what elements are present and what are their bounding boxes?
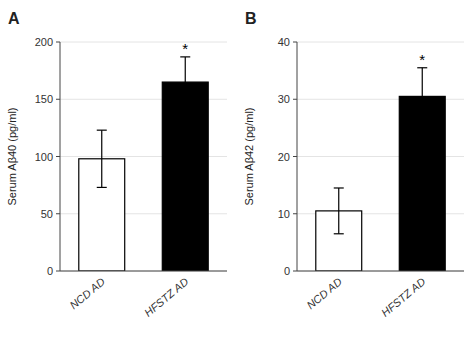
tick-label: 30	[278, 93, 290, 105]
axis-label: Serum Aβ42 (pg/ml)	[243, 107, 255, 205]
tick-mark	[56, 42, 60, 43]
tick-mark	[293, 99, 297, 100]
panel: A 0 50 100 150 200 Serum Aβ40 (pg/ml) NCD AD HFS…	[6, 10, 227, 319]
x-axis	[60, 271, 227, 272]
axis-label: Serum Aβ40 (pg/ml)	[6, 107, 18, 205]
tick-mark	[293, 271, 297, 272]
error-line	[101, 130, 102, 187]
error-bar	[417, 68, 427, 125]
grid-line	[297, 42, 464, 43]
error-cap	[334, 187, 344, 188]
tick-label: 0	[284, 265, 290, 277]
grid-line	[60, 42, 227, 43]
tick-label: 40	[278, 36, 290, 48]
tick-label: HFSTZ AD	[142, 275, 191, 319]
error-cap	[97, 187, 107, 188]
x-axis	[297, 271, 464, 272]
error-line	[338, 188, 339, 234]
error-line	[185, 57, 186, 107]
significance-mark: *	[182, 40, 188, 57]
chart-canvas: A050100150200Serum Aβ40 (pg/ml)NCD ADHFS…	[0, 0, 474, 337]
tick-label: 150	[35, 93, 53, 105]
tick-label: NCD AD	[67, 275, 107, 311]
plot-area	[79, 57, 208, 271]
tick-mark	[56, 156, 60, 157]
significance-mark: *	[419, 51, 425, 68]
tick-mark	[293, 42, 297, 43]
tick-label: 200	[35, 36, 53, 48]
error-bar	[180, 57, 190, 107]
error-line	[422, 68, 423, 125]
y-axis	[60, 42, 61, 271]
panel-title: B	[245, 10, 257, 27]
tick-mark	[293, 213, 297, 214]
tick-label: HFSTZ AD	[379, 275, 428, 319]
plot-area	[316, 68, 445, 271]
tick-mark	[56, 271, 60, 272]
tick-mark	[293, 156, 297, 157]
tick-label: 0	[47, 265, 53, 277]
panel: B 0 10 20 30 40 Serum Aβ42 (pg/ml) NCD AD HFSTZ …	[243, 10, 464, 319]
tick-label: NCD AD	[304, 275, 344, 311]
error-cap	[417, 124, 427, 125]
error-cap	[334, 233, 344, 234]
grid-line	[60, 271, 227, 272]
y-axis	[297, 42, 298, 271]
tick-mark	[56, 213, 60, 214]
tick-label: 20	[278, 151, 290, 163]
tick-label: 10	[278, 208, 290, 220]
error-bar	[97, 130, 107, 187]
tick-mark	[56, 99, 60, 100]
tick-label: 100	[35, 151, 53, 163]
panel-title: A	[8, 10, 20, 27]
error-cap	[180, 107, 190, 108]
error-bar	[334, 188, 344, 234]
error-cap	[97, 130, 107, 131]
bar	[162, 82, 208, 271]
tick-label: 50	[41, 208, 53, 220]
grid-line	[297, 271, 464, 272]
